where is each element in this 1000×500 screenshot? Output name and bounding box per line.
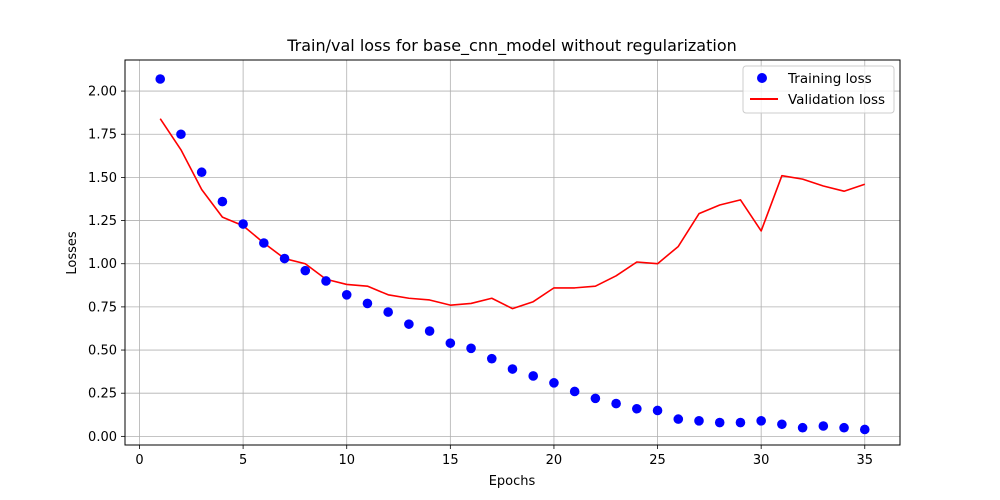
training-loss-point <box>611 398 621 409</box>
training-loss-point <box>507 364 518 374</box>
validation-loss-line <box>159 118 866 310</box>
training-loss-point <box>362 298 373 309</box>
training-loss-point <box>632 403 642 414</box>
x-axis-ticks: 0 5 10 15 20 25 30 35 <box>135 445 873 468</box>
y-tick-label: 1.75 <box>88 128 117 143</box>
training-loss-point <box>735 417 746 428</box>
x-tick-label: 30 <box>753 453 770 468</box>
y-tick-label: 1.25 <box>88 214 117 229</box>
training-loss-point <box>797 422 808 433</box>
y-tick-label: 0.50 <box>88 344 117 359</box>
x-tick-label: 20 <box>546 453 563 468</box>
training-loss-point <box>466 343 476 354</box>
y-tick-label: 1.50 <box>88 171 117 186</box>
training-loss-point <box>714 417 725 428</box>
x-tick-label: 10 <box>338 453 355 468</box>
training-loss-point <box>445 338 456 348</box>
training-loss-point <box>321 276 331 286</box>
legend-label-training-loss: Training loss <box>787 71 872 87</box>
x-tick-label: 35 <box>856 453 873 468</box>
training-loss-point <box>404 319 414 329</box>
training-loss-point <box>756 416 766 426</box>
training-loss-point <box>549 378 559 388</box>
y-tick-label: 2.00 <box>88 85 117 100</box>
training-loss-point <box>673 414 684 424</box>
training-loss-point <box>238 219 248 229</box>
training-loss-point <box>196 167 207 178</box>
training-loss-point <box>694 416 704 426</box>
x-axis-label: Epochs <box>489 474 536 489</box>
plot-area-frame <box>124 59 901 446</box>
y-tick-label: 0.75 <box>88 300 117 315</box>
chart-title: Train/val loss for base_cnn_model withou… <box>286 36 737 56</box>
training-loss-point <box>176 129 186 140</box>
grid <box>125 60 900 445</box>
training-loss-point <box>859 424 870 435</box>
y-tick-label: 0.25 <box>88 387 117 402</box>
x-tick-label: 0 <box>135 453 143 468</box>
y-axis-label: Losses <box>65 231 80 275</box>
training-loss-point <box>341 289 352 300</box>
training-loss-point <box>279 253 290 264</box>
y-tick-label: 1.00 <box>88 257 117 272</box>
x-tick-label: 15 <box>442 453 459 468</box>
training-loss-point <box>818 421 829 431</box>
training-loss-point <box>652 405 663 416</box>
legend-box <box>742 65 895 114</box>
training-loss-point <box>383 307 393 317</box>
validation-series <box>159 118 866 310</box>
training-loss-point <box>300 265 311 276</box>
x-tick-label: 5 <box>239 453 247 468</box>
training-loss-point <box>777 419 787 430</box>
training-loss-point <box>217 196 228 207</box>
training-loss-point <box>486 353 497 364</box>
training-series <box>155 74 870 435</box>
training-loss-point <box>839 422 849 433</box>
legend-marker-training-loss <box>757 73 767 83</box>
legend-label-validation-loss: Validation loss <box>788 92 885 108</box>
x-tick-label: 25 <box>649 453 666 468</box>
legend: Training loss Validation loss <box>742 65 895 114</box>
training-loss-point <box>590 393 601 404</box>
y-axis-ticks: 0.00 0.25 0.50 0.75 1.00 1.25 1.50 1.75 2.00 <box>88 85 125 445</box>
training-loss-point <box>259 238 269 248</box>
training-loss-point <box>528 371 539 381</box>
y-tick-label: 0.00 <box>88 430 117 445</box>
training-loss-point <box>424 326 435 336</box>
training-loss-point <box>569 386 580 397</box>
training-loss-point <box>155 74 166 84</box>
